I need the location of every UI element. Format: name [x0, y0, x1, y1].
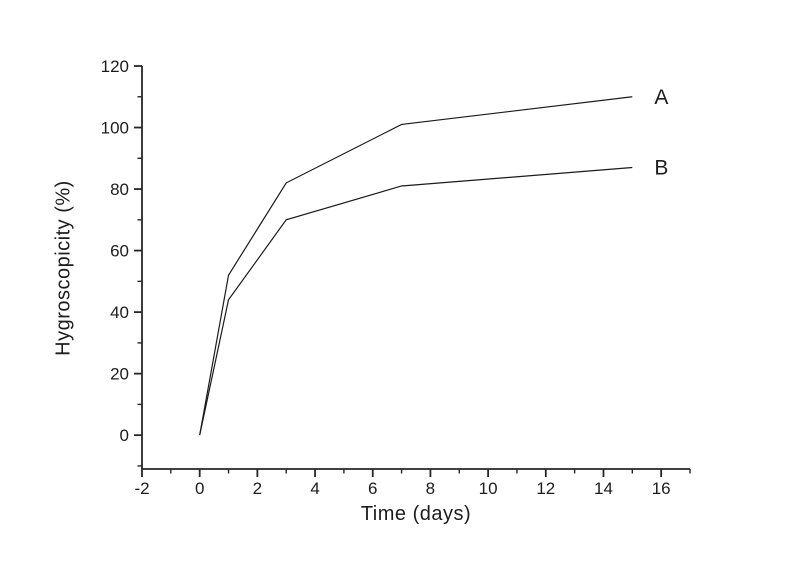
x-tick-label: 10: [479, 479, 498, 498]
x-tick-label: 8: [426, 479, 435, 498]
y-tick-label: 60: [110, 242, 129, 261]
series-line-B: [199, 166, 633, 436]
x-axis-title: Time (days): [360, 503, 472, 525]
x-tick-label: 14: [594, 479, 613, 498]
y-tick-label: 120: [101, 57, 129, 76]
y-tick-label: 20: [110, 365, 129, 384]
x-tick-label: 16: [652, 479, 671, 498]
y-tick-label: 0: [120, 426, 129, 445]
y-tick-label: 40: [110, 303, 129, 322]
series-line-A: [199, 96, 633, 436]
y-axis-title: Hygroscopicity (%): [52, 180, 75, 356]
x-tick-label: 6: [368, 479, 377, 498]
series-label-B: B: [654, 157, 668, 180]
y-tick-label: 80: [110, 180, 129, 199]
x-tick-label: 2: [253, 479, 262, 498]
x-tick-label: 0: [195, 479, 204, 498]
x-tick-label: 12: [536, 479, 555, 498]
y-tick-label: 100: [101, 119, 129, 138]
x-tick-label: -2: [134, 479, 149, 498]
series-label-A: A: [654, 86, 668, 109]
x-tick-label: 4: [310, 479, 319, 498]
